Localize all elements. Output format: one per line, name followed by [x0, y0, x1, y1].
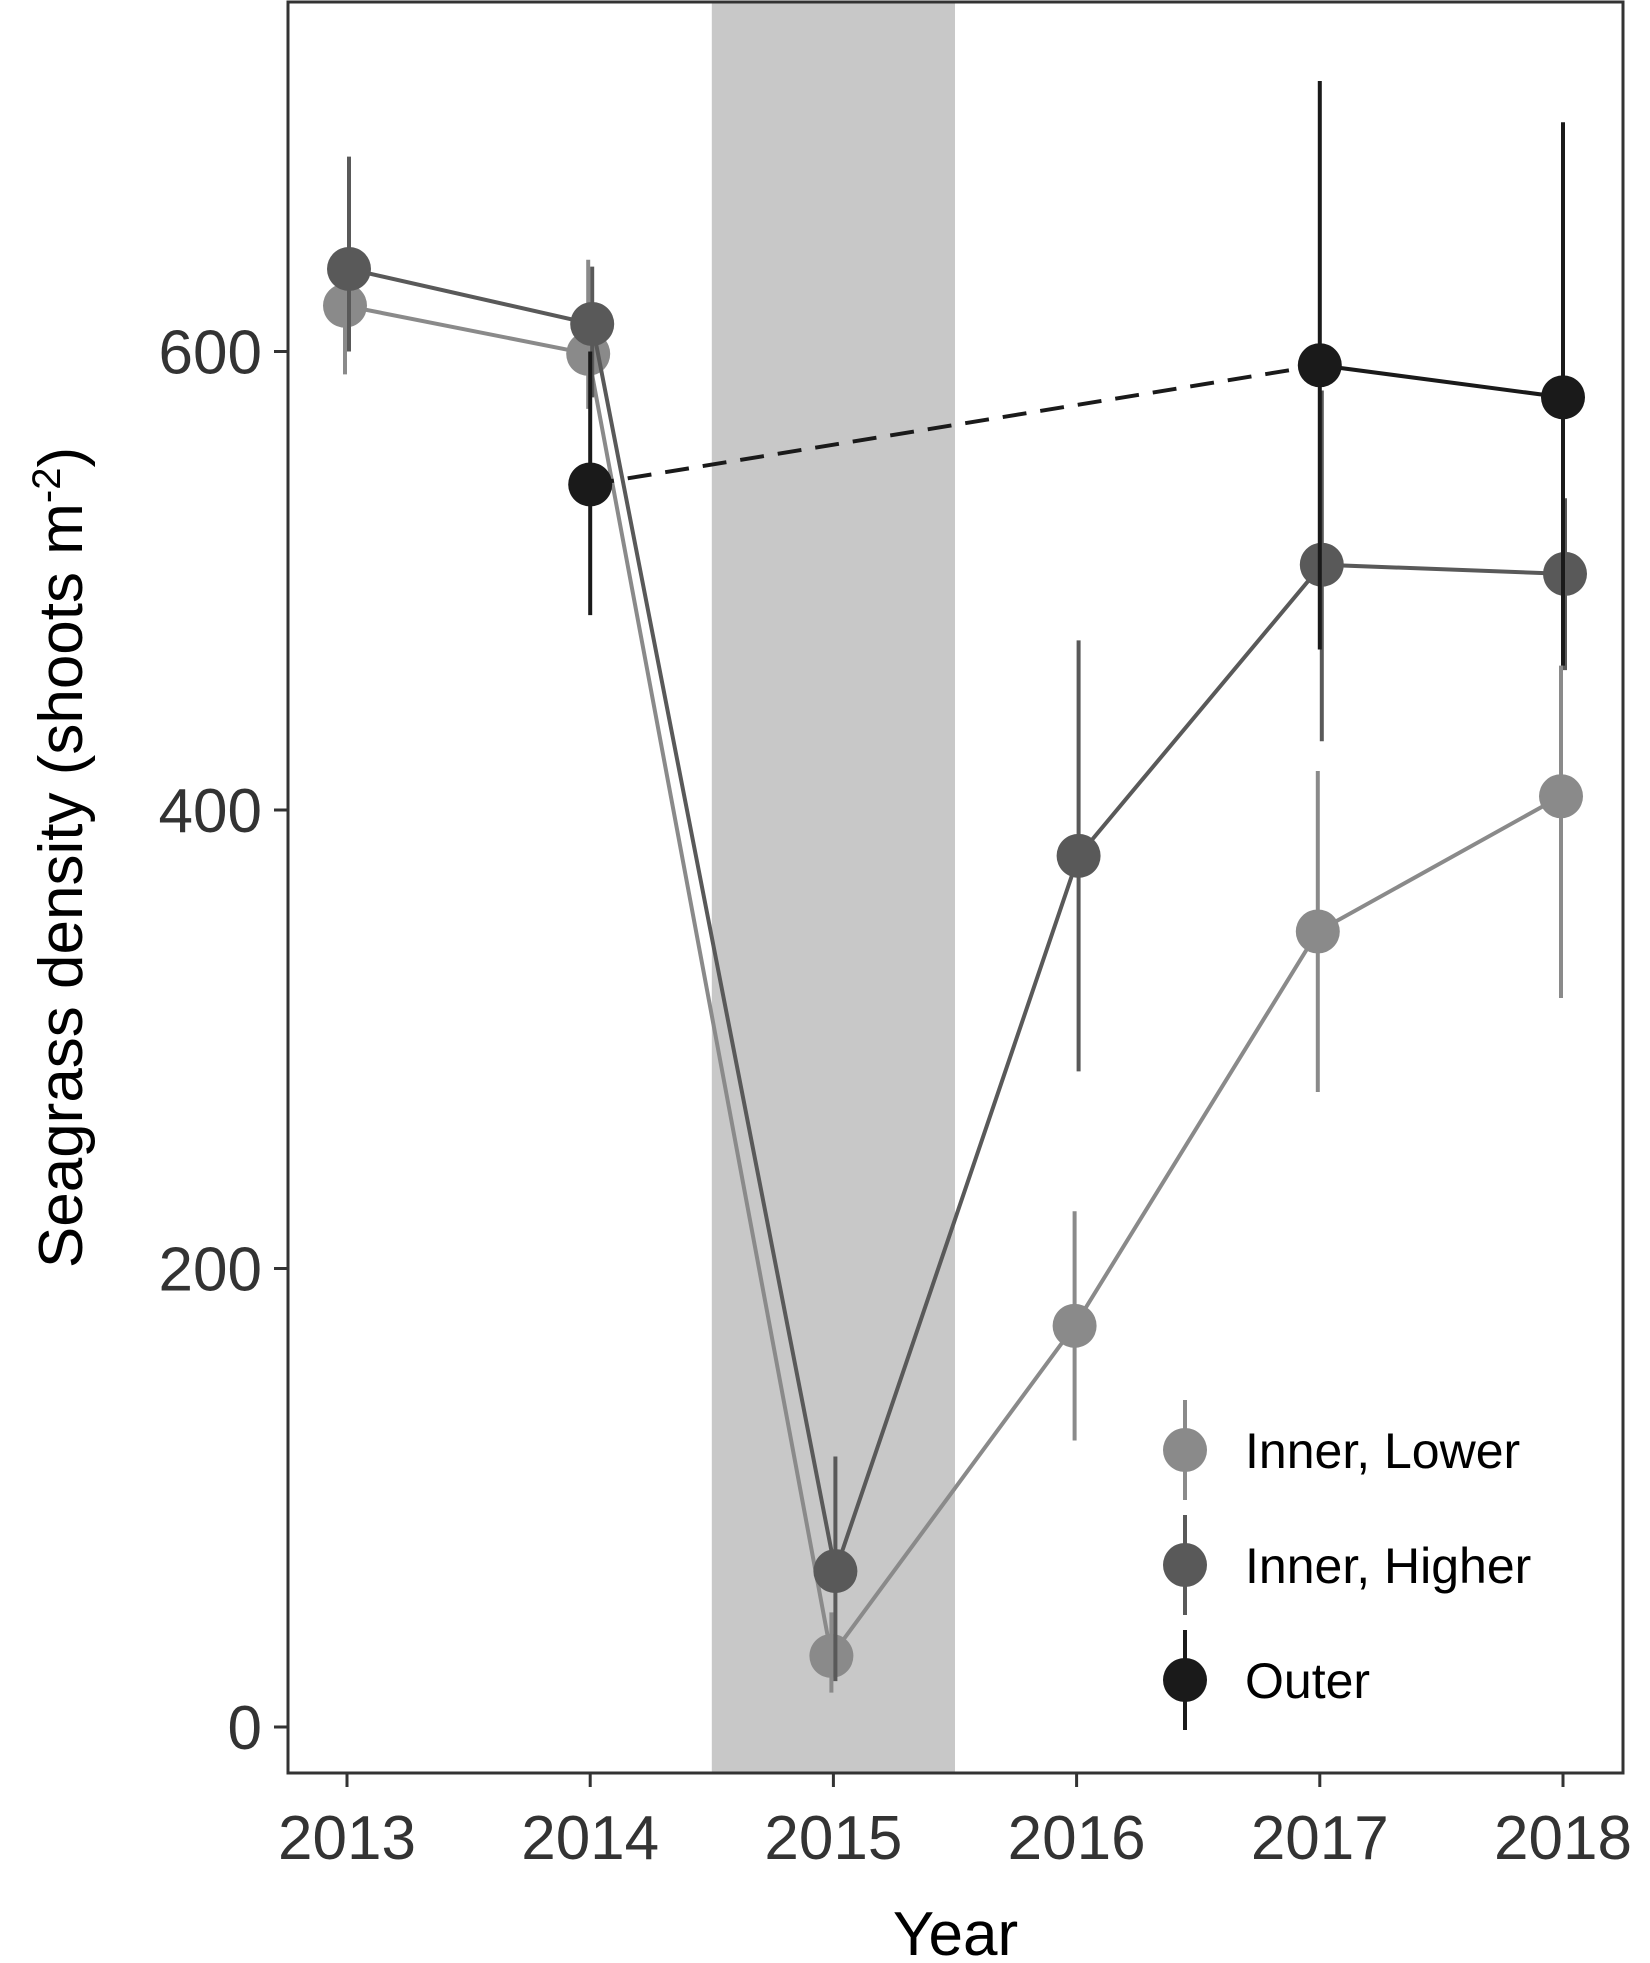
series-line — [348, 267, 1566, 1579]
y-tick-label: 600 — [159, 319, 262, 388]
data-point — [813, 1549, 858, 1594]
data-point — [1056, 833, 1101, 878]
legend-label: Inner, Higher — [1245, 1538, 1531, 1594]
data-point — [323, 283, 367, 328]
y-axis-title-superscript: -2 — [25, 468, 69, 504]
x-tick-label: 2017 — [1251, 1804, 1389, 1873]
data-point — [568, 462, 613, 507]
data-point — [1295, 909, 1340, 954]
legend-label: Inner, Lower — [1245, 1423, 1520, 1479]
data-point — [1052, 1303, 1097, 1348]
data-point — [1539, 774, 1583, 819]
series-line — [344, 303, 1562, 1661]
data-point — [570, 301, 615, 346]
data-point — [809, 1633, 854, 1678]
series-layer — [323, 80, 1587, 1693]
x-tick-label: 2013 — [278, 1804, 416, 1873]
legend-label: Outer — [1245, 1653, 1370, 1709]
y-axis-title: Seagrass density (shoots m-2) — [25, 447, 96, 1268]
series-line — [589, 363, 1321, 487]
legend-item: Inner, Higher — [1163, 1515, 1531, 1615]
legend: Inner, Lower Inner, Higher Outer — [1163, 1400, 1531, 1730]
x-axis-title: Year — [893, 1900, 1018, 1963]
y-axis-ticks: 0 200 400 600 — [159, 319, 288, 1763]
y-tick-label: 0 — [228, 1694, 262, 1763]
plot-panel-border — [286, 0, 1625, 1775]
legend-key-point — [1163, 1658, 1207, 1702]
x-tick-label: 2016 — [1008, 1804, 1146, 1873]
y-axis-title-suffix: ) — [27, 447, 96, 468]
y-tick-label: 400 — [159, 777, 262, 846]
data-point — [327, 246, 371, 291]
series-outer — [568, 80, 1585, 666]
x-tick-label: 2014 — [521, 1804, 659, 1873]
x-tick-label: 2015 — [764, 1804, 902, 1873]
legend-key-point — [1163, 1543, 1207, 1587]
series-line — [1319, 363, 1564, 400]
y-axis-title-main: Seagrass density (shoots m — [27, 503, 96, 1268]
y-tick-label: 200 — [159, 1236, 262, 1305]
data-point — [1297, 343, 1342, 388]
series-inner-higher — [327, 156, 1587, 1682]
legend-item: Inner, Lower — [1163, 1400, 1520, 1500]
legend-item: Outer — [1163, 1630, 1370, 1730]
x-axis-ticks: 2013 2014 2015 2016 2017 2018 — [278, 1773, 1632, 1873]
x-tick-label: 2018 — [1494, 1804, 1632, 1873]
data-point — [1541, 375, 1585, 420]
legend-key-point — [1163, 1428, 1207, 1472]
